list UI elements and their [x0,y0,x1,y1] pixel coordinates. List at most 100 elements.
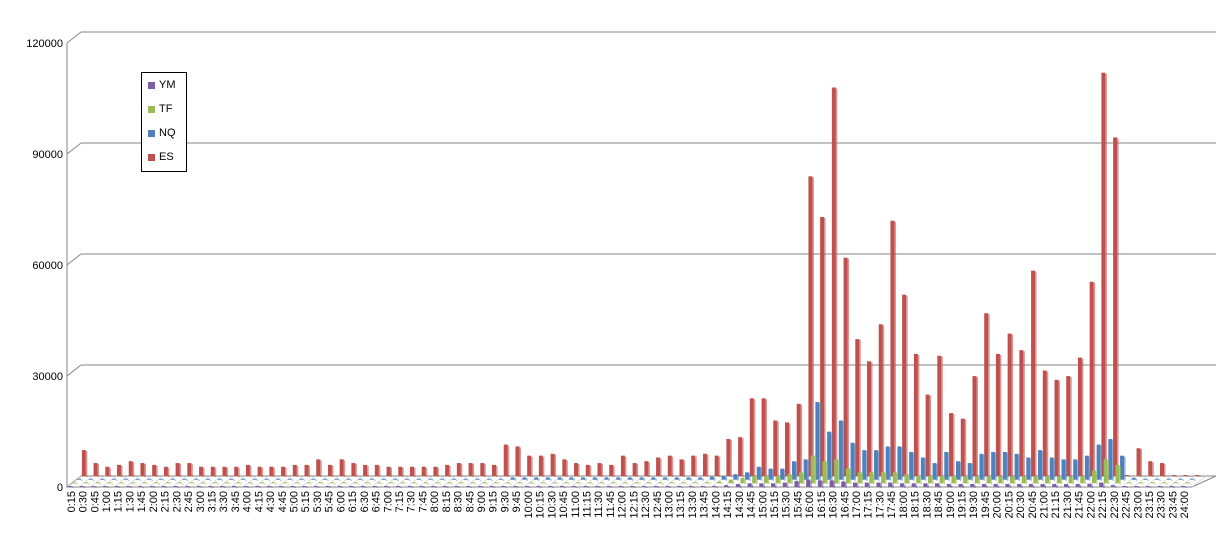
bar-es [960,418,965,476]
bar-side-es [765,399,768,477]
bar-es [984,313,989,476]
bar-ym [267,486,272,487]
bar-side-tf [1084,476,1086,485]
bar-side-nq [737,475,739,481]
bar-side-nq [514,478,517,481]
bar-ym [782,482,787,487]
bar-side-nq [198,479,200,481]
bar-side-ym [435,487,437,488]
bar-ym [981,484,986,487]
x-tick-label: 17:30 [874,491,886,519]
bar-side-nq [573,478,575,481]
bar-tf [342,482,347,484]
bar-es [1066,376,1071,476]
bar-side-es [320,460,322,477]
bar-tf [1009,476,1014,484]
bar-es [1124,475,1129,476]
bar-side-tf [310,483,313,485]
bar-tf [599,482,604,484]
bar-side-es [203,467,205,477]
bar-es [187,463,192,476]
bar-side-nq [526,478,528,481]
bar-side-ym [142,487,144,488]
floor-tick [1156,475,1172,488]
bar-side-ym [364,487,367,488]
bar-side-es [953,414,955,477]
bar-side-tf [1107,460,1110,485]
bar-side-ym [470,487,472,488]
bar-es [878,324,883,476]
bar-side-es [871,362,873,477]
bar-ym [1063,484,1068,487]
bar-side-ym [704,487,707,488]
floor-tick [160,475,175,488]
bar-side-es [753,399,756,477]
bar-es [1195,475,1200,476]
bar-nq [393,478,398,480]
bar-side-ym [974,485,976,488]
bar-side-ym [599,487,601,488]
bar-es [327,464,332,476]
x-tick-label: 10:45 [558,491,570,519]
x-tick-label: 17:15 [863,491,875,519]
bar-side-es [519,447,521,477]
bar-side-es [929,395,932,477]
bar-side-tf [1002,477,1004,485]
bar-ym [770,483,775,487]
bar-ym [325,486,330,487]
bar-es [1077,357,1082,476]
bar-es [1113,137,1118,476]
bar-side-nq [1077,460,1079,481]
bar-es [796,403,801,476]
bar-nq [920,457,925,480]
bar-side-ym [200,487,203,488]
bar-tf [236,482,241,484]
bar-side-nq [760,467,763,481]
bar-side-ym [189,487,191,488]
x-tick-label: 17:00 [851,491,863,519]
x-tick-label: 19:15 [956,491,968,519]
bar-es [304,464,309,476]
bar-nq [1120,455,1125,480]
bar-nq [1131,477,1136,480]
bar-nq [405,478,410,480]
bar-side-ym [692,487,695,488]
floor-tick [312,475,328,488]
bar-side-tf [76,483,78,485]
bar-es [152,464,157,476]
bar-side-tf [416,483,418,485]
bar-es [995,353,1000,476]
bar-es [820,217,825,476]
bar-nq [217,478,222,480]
bar-side-nq [678,478,681,481]
bar-tf [295,482,300,484]
bar-ym [126,486,131,487]
x-tick-label: 5:00 [289,491,301,512]
x-tick-label: 24:00 [1179,491,1191,519]
x-tick-label: 3:15 [206,491,218,512]
bar-side-ym [341,487,343,488]
bar-side-ym [646,487,648,488]
bar-side-ym [892,483,894,488]
bar-side-nq [104,479,107,481]
bar-ym [196,486,201,487]
bar-tf [1045,476,1050,484]
floor-tick [383,475,398,488]
bar-side-es [390,467,393,477]
bar-ym [1017,484,1022,487]
bar-side-es [859,340,861,477]
bar-side-ym [458,487,461,488]
bar-nq [100,478,105,480]
bar-side-es [988,314,990,477]
bar-ym [454,486,459,487]
bar-side-es [355,464,357,477]
bar-tf [84,482,89,484]
bar-nq [1096,444,1101,480]
bar-nq [850,442,855,480]
bar-es [316,459,321,476]
bar-side-tf [135,483,137,485]
bar-side-tf [404,483,407,485]
floor-tick [219,475,234,488]
bar-ym [923,483,928,487]
bar-side-tf [1037,477,1039,485]
